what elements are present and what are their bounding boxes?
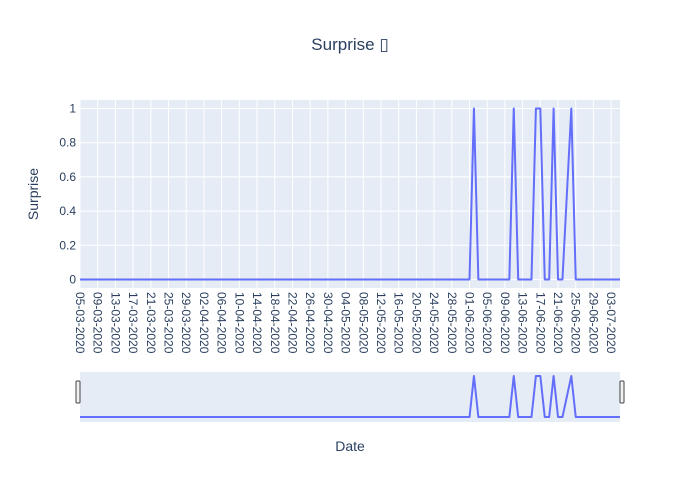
y-tick-label: 0.4 xyxy=(59,204,76,218)
x-tick-label: 28-05-2020 xyxy=(445,292,459,354)
x-tick-label: 01-06-2020 xyxy=(463,292,477,354)
x-tick-label: 30-04-2020 xyxy=(321,292,335,354)
y-tick-label: 0 xyxy=(69,272,76,286)
x-tick-label: 21-03-2020 xyxy=(144,292,158,354)
x-tick-label: 05-03-2020 xyxy=(73,292,87,354)
x-tick-label: 10-04-2020 xyxy=(232,292,246,354)
x-tick-label: 05-06-2020 xyxy=(480,292,494,354)
y-tick-label: 0.6 xyxy=(59,170,76,184)
x-tick-label: 20-05-2020 xyxy=(409,292,423,354)
range-slider-left-handle[interactable] xyxy=(75,380,81,404)
x-tick-label: 08-05-2020 xyxy=(356,292,370,354)
plot-area xyxy=(80,100,620,288)
series-line xyxy=(80,107,620,281)
x-tick-label: 16-05-2020 xyxy=(392,292,406,354)
range-slider-right-grip[interactable] xyxy=(619,380,625,404)
y-axis-ticks: 0 0.2 0.4 0.6 0.8 1 xyxy=(59,102,76,287)
x-tick-label: 17-06-2020 xyxy=(533,292,547,354)
range-slider-left-grip[interactable] xyxy=(75,380,81,404)
x-tick-label: 13-03-2020 xyxy=(108,292,122,354)
x-tick-label: 21-06-2020 xyxy=(551,292,565,354)
x-tick-label: 24-05-2020 xyxy=(427,292,441,354)
y-tick-label: 0.2 xyxy=(59,238,76,252)
range-slider-series-line xyxy=(80,375,620,418)
x-tick-label: 29-03-2020 xyxy=(179,292,193,354)
x-tick-label: 04-05-2020 xyxy=(339,292,353,354)
x-tick-label: 09-06-2020 xyxy=(498,292,512,354)
x-tick-label: 14-04-2020 xyxy=(250,292,264,354)
chart-title: Surprise ▯ xyxy=(311,35,388,54)
x-tick-label: 25-06-2020 xyxy=(569,292,583,354)
range-slider-background xyxy=(80,372,620,422)
range-slider[interactable] xyxy=(75,372,625,422)
x-axis-ticks: 05-03-2020 09-03-2020 13-03-2020 17-03-2020… xyxy=(73,292,618,354)
y-axis-title: Surprise xyxy=(25,168,41,220)
x-tick-label: 17-03-2020 xyxy=(126,292,140,354)
x-tick-label: 18-04-2020 xyxy=(268,292,282,354)
series-layer xyxy=(80,107,620,281)
x-tick-label: 13-06-2020 xyxy=(516,292,530,354)
x-axis-title: Date xyxy=(335,438,365,454)
range-slider-right-handle[interactable] xyxy=(619,380,625,404)
x-tick-label: 02-04-2020 xyxy=(197,292,211,354)
x-tick-label: 25-03-2020 xyxy=(162,292,176,354)
x-tick-label: 09-03-2020 xyxy=(91,292,105,354)
x-tick-label: 03-07-2020 xyxy=(604,292,618,354)
y-tick-label: 1 xyxy=(69,102,76,116)
x-tick-label: 26-04-2020 xyxy=(303,292,317,354)
x-tick-label: 29-06-2020 xyxy=(586,292,600,354)
range-slider-series xyxy=(80,375,620,418)
x-tick-label: 22-04-2020 xyxy=(285,292,299,354)
x-tick-label: 12-05-2020 xyxy=(374,292,388,354)
x-tick-label: 06-04-2020 xyxy=(215,292,229,354)
y-tick-label: 0.8 xyxy=(59,136,76,150)
